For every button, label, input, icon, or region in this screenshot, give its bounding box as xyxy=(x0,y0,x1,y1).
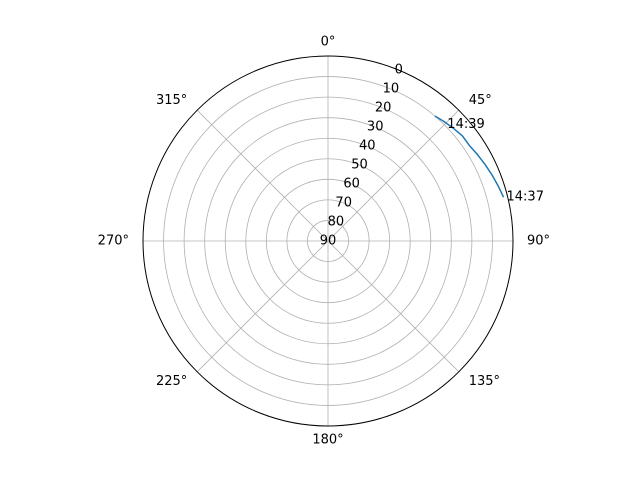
grid-layer xyxy=(143,56,513,426)
time-annotation: 14:39 xyxy=(447,117,484,132)
r-gridline xyxy=(224,137,432,345)
r-tick-label: 30 xyxy=(367,120,384,135)
r-gridline xyxy=(245,158,411,324)
theta-tick-label: 90° xyxy=(527,234,550,249)
polar-frame xyxy=(142,55,514,427)
theta-tick-label: 270° xyxy=(98,234,129,249)
r-tick-label: 80 xyxy=(328,215,345,230)
r-tick-label: 70 xyxy=(335,196,352,211)
series-layer xyxy=(434,115,505,198)
r-tick-label: 40 xyxy=(359,139,376,154)
r-gridline xyxy=(265,178,391,304)
r-gridline xyxy=(204,117,452,365)
label-layer: 0° 45° 90° 135° 180° 225° 270° 315° 0 10 20 30 40 50 6… xyxy=(98,35,550,448)
r-gridline xyxy=(163,76,493,406)
theta-tick-label: 180° xyxy=(312,433,343,448)
r-gridline xyxy=(286,199,370,283)
theta-gridline xyxy=(196,109,329,242)
theta-gridline xyxy=(327,109,460,242)
r-tick-label: 50 xyxy=(351,158,368,173)
r-tick-label: 60 xyxy=(343,177,360,192)
theta-tick-label: 45° xyxy=(469,93,492,108)
r-tick-label: 20 xyxy=(375,101,392,116)
theta-gridline xyxy=(196,240,329,373)
r-tick-label: 90 xyxy=(320,234,337,249)
frame-layer xyxy=(142,55,514,427)
theta-tick-label: 0° xyxy=(321,35,336,50)
r-tick-label: 10 xyxy=(383,82,400,97)
theta-gridline xyxy=(327,240,460,373)
theta-tick-label: 135° xyxy=(469,374,500,389)
theta-tick-label: 315° xyxy=(156,93,187,108)
r-tick-label: 0 xyxy=(395,63,403,78)
series-line xyxy=(434,115,505,198)
time-annotation: 14:37 xyxy=(507,190,544,205)
r-gridline xyxy=(307,220,349,262)
r-gridline xyxy=(183,96,473,386)
theta-tick-label: 225° xyxy=(156,374,187,389)
